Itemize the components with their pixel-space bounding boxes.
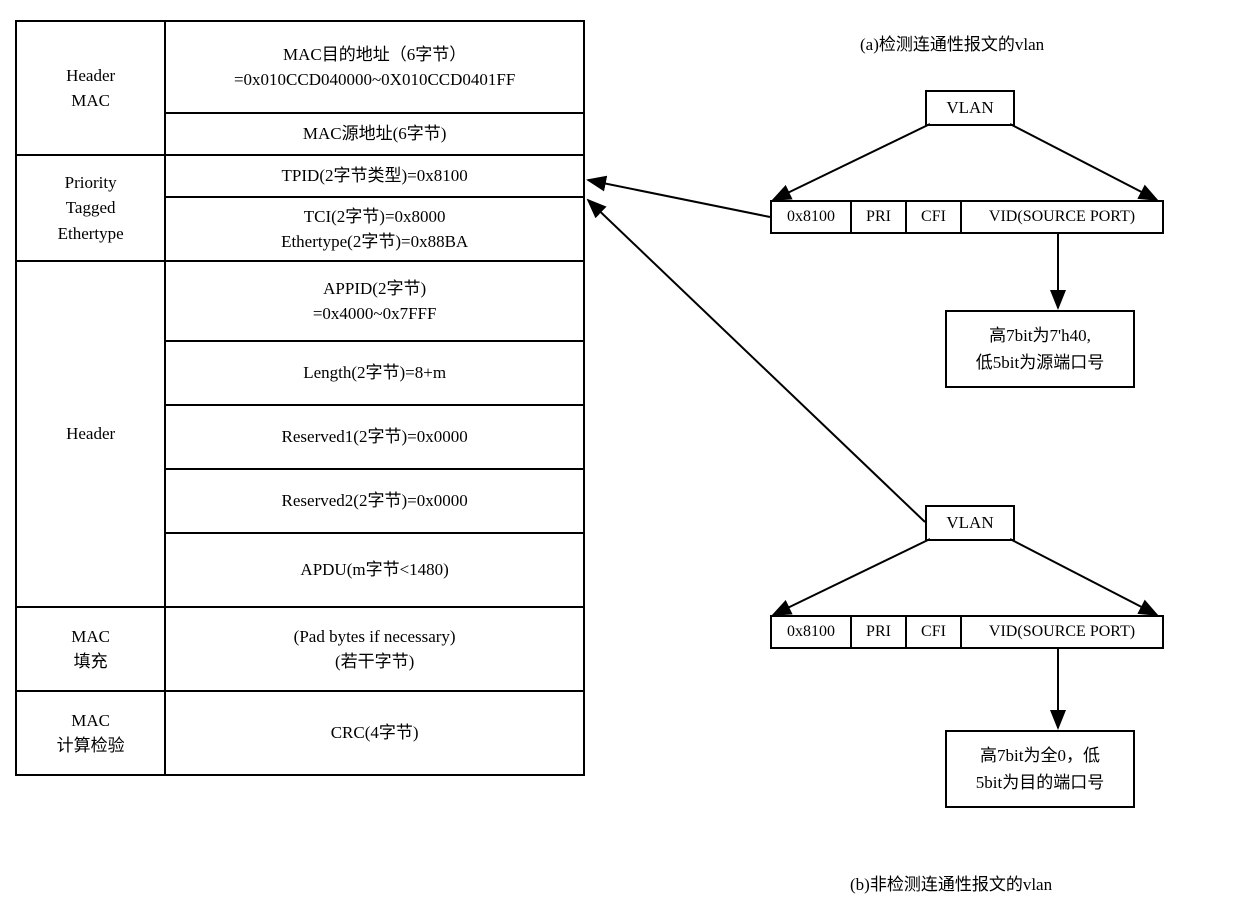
vlan-field-cell: VID(SOURCE PORT)	[962, 202, 1162, 232]
arrow-b_right	[1010, 539, 1157, 615]
vlan-field-cell: CFI	[907, 202, 962, 232]
section-b-desc-box: 高7bit为全0，低5bit为目的端口号	[945, 730, 1135, 808]
table-label-cell: Header	[16, 261, 165, 607]
vlan-field-cell: 0x8100	[772, 617, 852, 647]
arrow-b_to_table	[588, 200, 925, 522]
section-a-caption: (a)检测连通性报文的vlan	[860, 30, 1044, 55]
table-label-cell: PriorityTaggedEthertype	[16, 155, 165, 261]
section-b-field-row: 0x8100PRICFIVID(SOURCE PORT)	[770, 615, 1164, 649]
section-a-vlan-box: VLAN	[925, 90, 1015, 126]
section-a-field-row: 0x8100PRICFIVID(SOURCE PORT)	[770, 200, 1164, 234]
table-label-cell: MAC填充	[16, 607, 165, 691]
table-label-cell: HeaderMAC	[16, 21, 165, 155]
table-label-cell: MAC计算检验	[16, 691, 165, 775]
table-data-cell: TPID(2字节类型)=0x8100	[165, 155, 584, 197]
arrow-b_left	[773, 539, 930, 615]
table-data-cell: CRC(4字节)	[165, 691, 584, 775]
section-b-vlan-box: VLAN	[925, 505, 1015, 541]
table-data-cell: APPID(2字节)=0x4000~0x7FFF	[165, 261, 584, 341]
arrow-a_right	[1010, 124, 1157, 200]
table-data-cell: APDU(m字节<1480)	[165, 533, 584, 607]
table-data-cell: Length(2字节)=8+m	[165, 341, 584, 405]
table-data-cell: MAC源地址(6字节)	[165, 113, 584, 155]
vlan-field-cell: VID(SOURCE PORT)	[962, 617, 1162, 647]
vlan-field-cell: 0x8100	[772, 202, 852, 232]
vlan-field-cell: PRI	[852, 202, 907, 232]
arrow-a_to_table	[588, 180, 770, 217]
section-b-caption: (b)非检测连通性报文的vlan	[850, 870, 1052, 895]
arrow-a_left	[773, 124, 930, 200]
packet-structure-table: HeaderMACMAC目的地址（6字节）=0x010CCD040000~0X0…	[15, 20, 585, 776]
vlan-field-cell: CFI	[907, 617, 962, 647]
table-data-cell: Reserved2(2字节)=0x0000	[165, 469, 584, 533]
table-data-cell: Reserved1(2字节)=0x0000	[165, 405, 584, 469]
section-a-desc-box: 高7bit为7'h40,低5bit为源端口号	[945, 310, 1135, 388]
table-data-cell: TCI(2字节)=0x8000Ethertype(2字节)=0x88BA	[165, 197, 584, 261]
table-data-cell: MAC目的地址（6字节）=0x010CCD040000~0X010CCD0401…	[165, 21, 584, 113]
vlan-field-cell: PRI	[852, 617, 907, 647]
table-data-cell: (Pad bytes if necessary)(若干字节)	[165, 607, 584, 691]
